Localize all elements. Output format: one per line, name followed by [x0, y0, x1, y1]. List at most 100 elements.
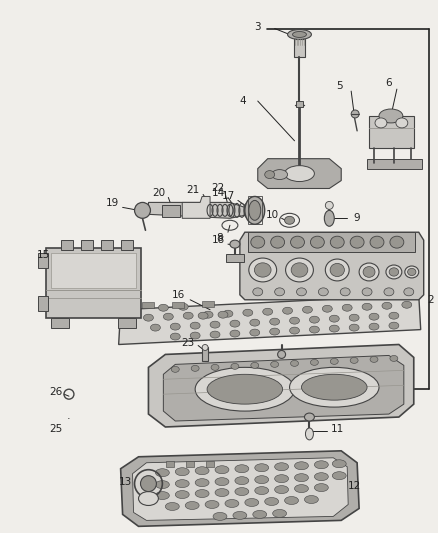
Bar — [117, 318, 135, 328]
Ellipse shape — [296, 288, 306, 296]
Ellipse shape — [290, 236, 304, 248]
Ellipse shape — [310, 236, 324, 248]
Ellipse shape — [249, 319, 259, 326]
Text: 19: 19 — [106, 198, 119, 208]
Ellipse shape — [274, 475, 288, 482]
Bar — [81, 240, 92, 250]
Bar — [201, 301, 214, 307]
Text: 21: 21 — [186, 185, 199, 196]
Ellipse shape — [274, 463, 288, 471]
Text: 26: 26 — [49, 387, 63, 397]
Ellipse shape — [224, 499, 238, 507]
Ellipse shape — [350, 110, 358, 118]
Ellipse shape — [191, 365, 199, 372]
Ellipse shape — [305, 428, 313, 440]
Ellipse shape — [289, 367, 378, 407]
Ellipse shape — [230, 330, 239, 337]
Text: 22: 22 — [211, 183, 224, 193]
Ellipse shape — [274, 288, 284, 296]
Polygon shape — [118, 295, 420, 344]
Polygon shape — [239, 232, 423, 300]
Ellipse shape — [369, 236, 383, 248]
Ellipse shape — [310, 359, 318, 365]
Ellipse shape — [165, 503, 179, 511]
Ellipse shape — [203, 311, 212, 318]
Text: 13: 13 — [119, 477, 132, 487]
Text: 3: 3 — [254, 21, 261, 31]
Bar — [368, 116, 413, 148]
Bar — [226, 254, 243, 262]
Ellipse shape — [271, 169, 287, 180]
Text: 5: 5 — [335, 81, 342, 91]
Bar — [51, 253, 135, 288]
Ellipse shape — [234, 488, 248, 496]
Ellipse shape — [209, 321, 219, 328]
Ellipse shape — [287, 29, 311, 39]
Bar — [172, 302, 184, 308]
Ellipse shape — [155, 481, 169, 489]
Polygon shape — [148, 203, 244, 219]
Bar — [293, 39, 305, 58]
Ellipse shape — [329, 236, 343, 248]
Ellipse shape — [289, 317, 299, 324]
Ellipse shape — [282, 307, 292, 314]
Ellipse shape — [329, 263, 344, 277]
Ellipse shape — [195, 467, 208, 475]
Text: 12: 12 — [347, 481, 360, 490]
Polygon shape — [257, 159, 340, 189]
Ellipse shape — [250, 236, 264, 248]
Ellipse shape — [207, 374, 282, 404]
Ellipse shape — [264, 497, 278, 505]
Ellipse shape — [383, 288, 393, 296]
Ellipse shape — [378, 109, 402, 123]
Ellipse shape — [304, 496, 318, 504]
Ellipse shape — [262, 308, 272, 315]
Ellipse shape — [252, 511, 266, 519]
Ellipse shape — [242, 309, 252, 316]
Ellipse shape — [195, 367, 294, 411]
Ellipse shape — [332, 472, 346, 480]
Bar — [46, 248, 140, 318]
Ellipse shape — [230, 320, 239, 327]
Ellipse shape — [198, 312, 208, 319]
Ellipse shape — [389, 236, 403, 248]
Ellipse shape — [368, 313, 378, 320]
Ellipse shape — [304, 413, 314, 421]
Ellipse shape — [285, 258, 313, 282]
Polygon shape — [132, 458, 347, 520]
Bar — [205, 461, 214, 467]
Text: 2: 2 — [426, 295, 433, 305]
Ellipse shape — [361, 288, 371, 296]
Ellipse shape — [388, 322, 398, 329]
Ellipse shape — [254, 464, 268, 472]
Ellipse shape — [215, 478, 229, 486]
Text: 18: 18 — [211, 235, 224, 245]
Text: 20: 20 — [152, 189, 165, 198]
Ellipse shape — [395, 118, 407, 128]
Ellipse shape — [342, 304, 351, 311]
Text: ·: · — [67, 414, 71, 424]
Ellipse shape — [215, 466, 229, 474]
Ellipse shape — [170, 333, 180, 340]
Ellipse shape — [309, 326, 318, 333]
Text: 23: 23 — [181, 337, 194, 348]
Bar — [201, 348, 208, 361]
Ellipse shape — [289, 327, 299, 334]
Ellipse shape — [301, 374, 366, 400]
Ellipse shape — [205, 500, 219, 508]
Bar — [295, 101, 303, 107]
Bar — [247, 232, 414, 252]
Bar — [38, 253, 48, 268]
Ellipse shape — [183, 312, 193, 319]
Bar — [186, 461, 194, 467]
Ellipse shape — [150, 324, 160, 331]
Bar — [162, 205, 180, 217]
Ellipse shape — [272, 510, 286, 518]
Polygon shape — [120, 451, 358, 527]
Bar — [38, 296, 48, 311]
Ellipse shape — [401, 301, 411, 308]
Ellipse shape — [163, 313, 173, 320]
Ellipse shape — [244, 498, 258, 506]
Ellipse shape — [195, 479, 208, 487]
Text: 14: 14 — [211, 189, 224, 198]
